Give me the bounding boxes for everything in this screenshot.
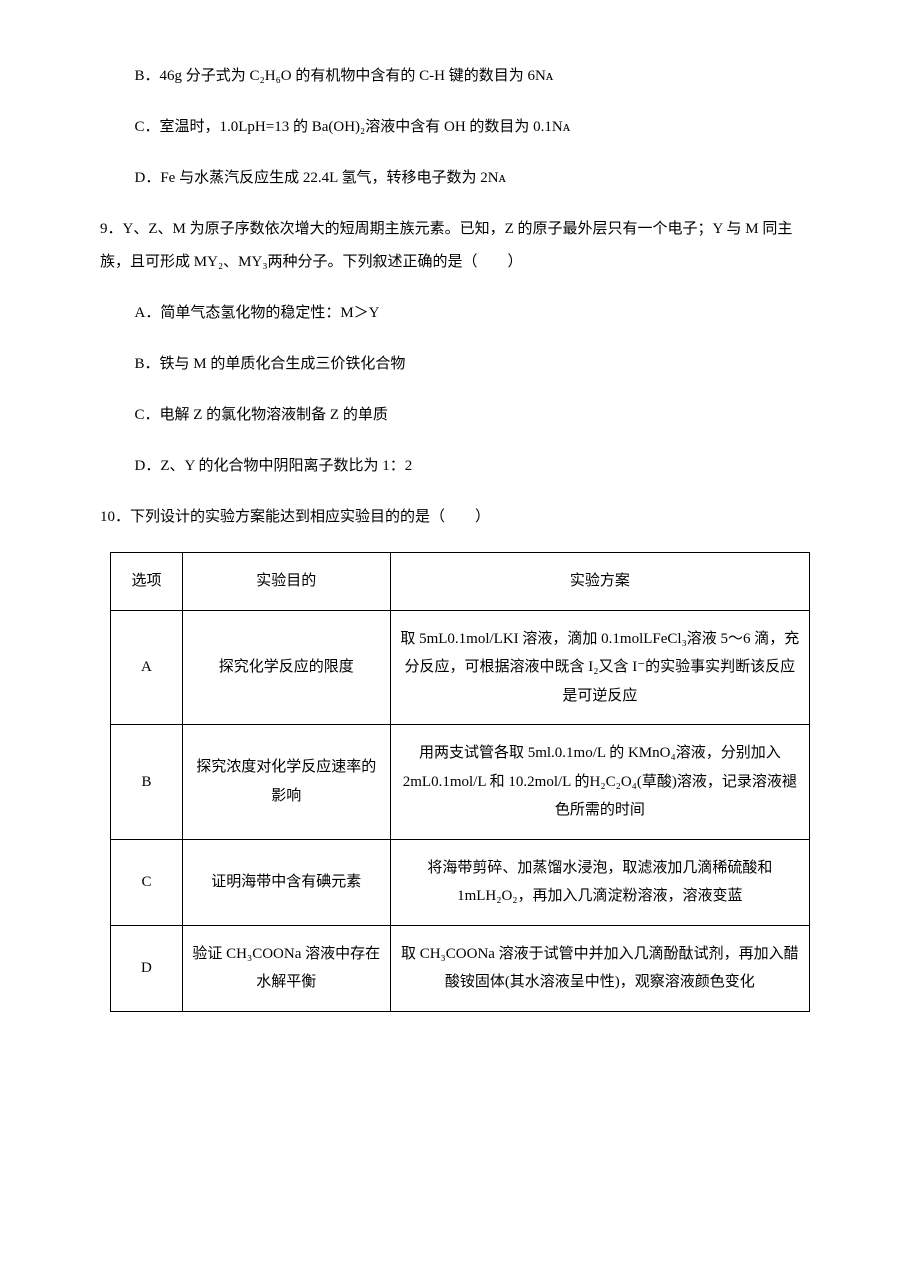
q10-table-wrap: 选项 实验目的 实验方案 A 探究化学反应的限度 取 5mL0.1mol/LKI…: [100, 552, 820, 1012]
cell-option: D: [111, 925, 183, 1011]
table-row: B 探究浓度对化学反应速率的影响 用两支试管各取 5ml.0.1mo/L 的 K…: [111, 725, 810, 840]
q9-option-b: B．铁与 M 的单质化合生成三价铁化合物: [100, 348, 820, 381]
q9-option-c: C．电解 Z 的氯化物溶液制备 Z 的单质: [100, 399, 820, 432]
table-row: A 探究化学反应的限度 取 5mL0.1mol/LKI 溶液，滴加 0.1mol…: [111, 610, 810, 725]
table-row: D 验证 CH₃COONa 溶液中存在水解平衡 取 CH₃COONa 溶液于试管…: [111, 925, 810, 1011]
q9-option-d: D．Z、Y 的化合物中阴阳离子数比为 1：2: [100, 450, 820, 483]
cell-option: C: [111, 839, 183, 925]
cell-goal: 探究浓度对化学反应速率的影响: [182, 725, 390, 840]
header-option: 选项: [111, 553, 183, 611]
cell-plan: 用两支试管各取 5ml.0.1mo/L 的 KMnO₄溶液，分别加入 2mL0.…: [390, 725, 809, 840]
cell-goal: 探究化学反应的限度: [182, 610, 390, 725]
table-row: C 证明海带中含有碘元素 将海带剪碎、加蒸馏水浸泡，取滤液加几滴稀硫酸和 1mL…: [111, 839, 810, 925]
q8-option-c: C．室温时，1.0LpH=13 的 Ba(OH)₂溶液中含有 OH 的数目为 0…: [100, 111, 820, 144]
q9-option-a: A．简单气态氢化物的稳定性：M＞Y: [100, 297, 820, 330]
cell-plan: 将海带剪碎、加蒸馏水浸泡，取滤液加几滴稀硫酸和 1mLH₂O₂，再加入几滴淀粉溶…: [390, 839, 809, 925]
table-header-row: 选项 实验目的 实验方案: [111, 553, 810, 611]
cell-option: A: [111, 610, 183, 725]
q9-stem: 9．Y、Z、M 为原子序数依次增大的短周期主族元素。已知，Z 的原子最外层只有一…: [100, 213, 820, 279]
q10-stem: 10．下列设计的实验方案能达到相应实验目的的是（ ）: [100, 501, 820, 534]
header-plan: 实验方案: [390, 553, 809, 611]
header-goal: 实验目的: [182, 553, 390, 611]
q8-option-b: B．46g 分子式为 C₂H₆O 的有机物中含有的 C-H 键的数目为 6Nᴀ: [100, 60, 820, 93]
cell-plan: 取 CH₃COONa 溶液于试管中并加入几滴酚酞试剂，再加入醋酸铵固体(其水溶液…: [390, 925, 809, 1011]
cell-plan: 取 5mL0.1mol/LKI 溶液，滴加 0.1molLFeCl₃溶液 5～6…: [390, 610, 809, 725]
cell-option: B: [111, 725, 183, 840]
cell-goal: 证明海带中含有碘元素: [182, 839, 390, 925]
q8-option-d: D．Fe 与水蒸汽反应生成 22.4L 氢气，转移电子数为 2Nᴀ: [100, 162, 820, 195]
q10-table: 选项 实验目的 实验方案 A 探究化学反应的限度 取 5mL0.1mol/LKI…: [110, 552, 810, 1012]
cell-goal: 验证 CH₃COONa 溶液中存在水解平衡: [182, 925, 390, 1011]
